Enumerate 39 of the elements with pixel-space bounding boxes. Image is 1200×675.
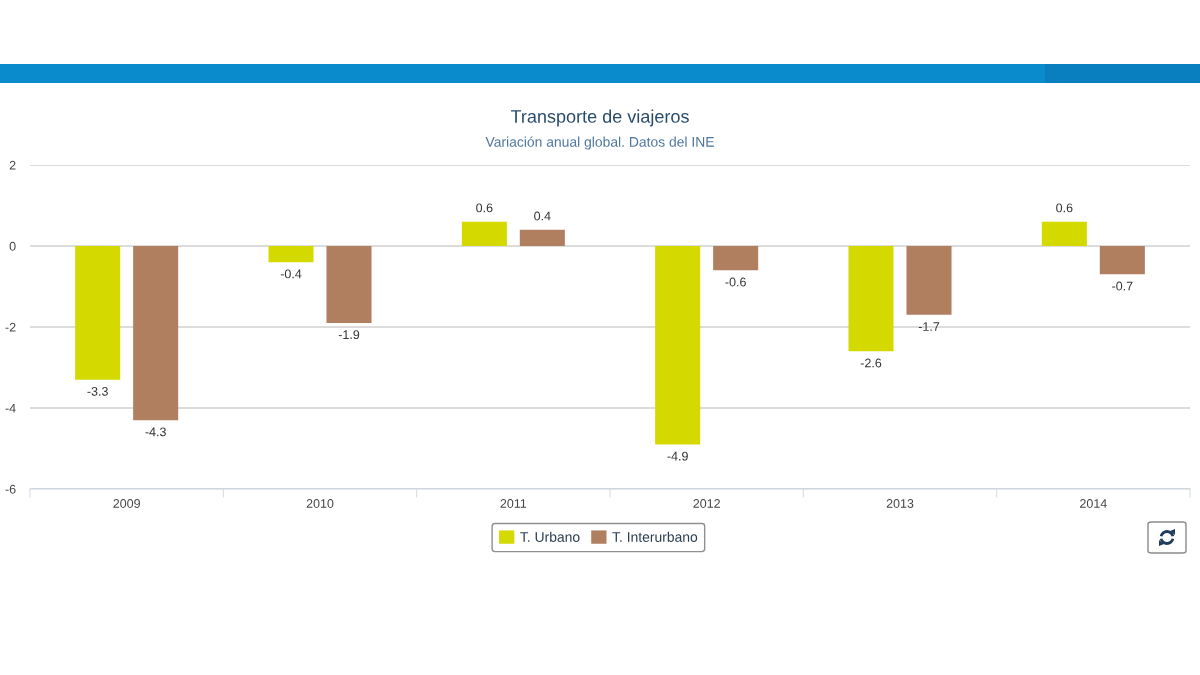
x-tick-label: 2012 [693, 499, 720, 508]
data-label: -0.6 [725, 277, 746, 287]
bar [461, 221, 507, 246]
data-label: 0.6 [476, 203, 493, 213]
data-label: -1.9 [338, 330, 360, 340]
data-label: -4.9 [667, 451, 688, 461]
bar [1099, 246, 1145, 275]
y-tick-label: -6 [5, 484, 16, 494]
bar [1041, 221, 1087, 246]
bar [713, 246, 759, 271]
data-label: -2.6 [860, 358, 882, 368]
bar [326, 246, 372, 323]
y-tick-label: -4 [5, 403, 16, 413]
data-label: -0.7 [1112, 281, 1133, 291]
x-tick-label: 2013 [886, 499, 914, 508]
x-tick-label: 2009 [113, 499, 140, 508]
bar [268, 246, 314, 263]
x-tick-label: 2010 [306, 499, 334, 508]
bar [133, 246, 179, 421]
bar [75, 246, 121, 380]
data-label: -4.3 [145, 427, 166, 437]
data-label: 0.4 [534, 211, 551, 221]
chart-subtitle: Variación anual global. Datos del INE [485, 136, 714, 150]
y-tick-label: -2 [5, 322, 16, 332]
y-tick-label: 0 [9, 241, 16, 251]
y-tick-label: 2 [9, 160, 16, 170]
data-label: -0.4 [280, 269, 302, 279]
bar [519, 229, 565, 246]
data-label: 0.6 [1056, 203, 1073, 213]
chart-title: Transporte de viajeros [510, 109, 689, 127]
bar [906, 246, 952, 315]
legend-label: T. Interurbano [612, 531, 698, 542]
bar [655, 246, 701, 445]
x-tick-label: 2011 [500, 499, 527, 508]
legend-label: T. Urbano [520, 531, 580, 542]
data-label: -1.7 [918, 322, 940, 331]
bar [848, 246, 894, 352]
x-tick-label: 2014 [1080, 499, 1107, 508]
data-label: -3.3 [87, 386, 108, 396]
